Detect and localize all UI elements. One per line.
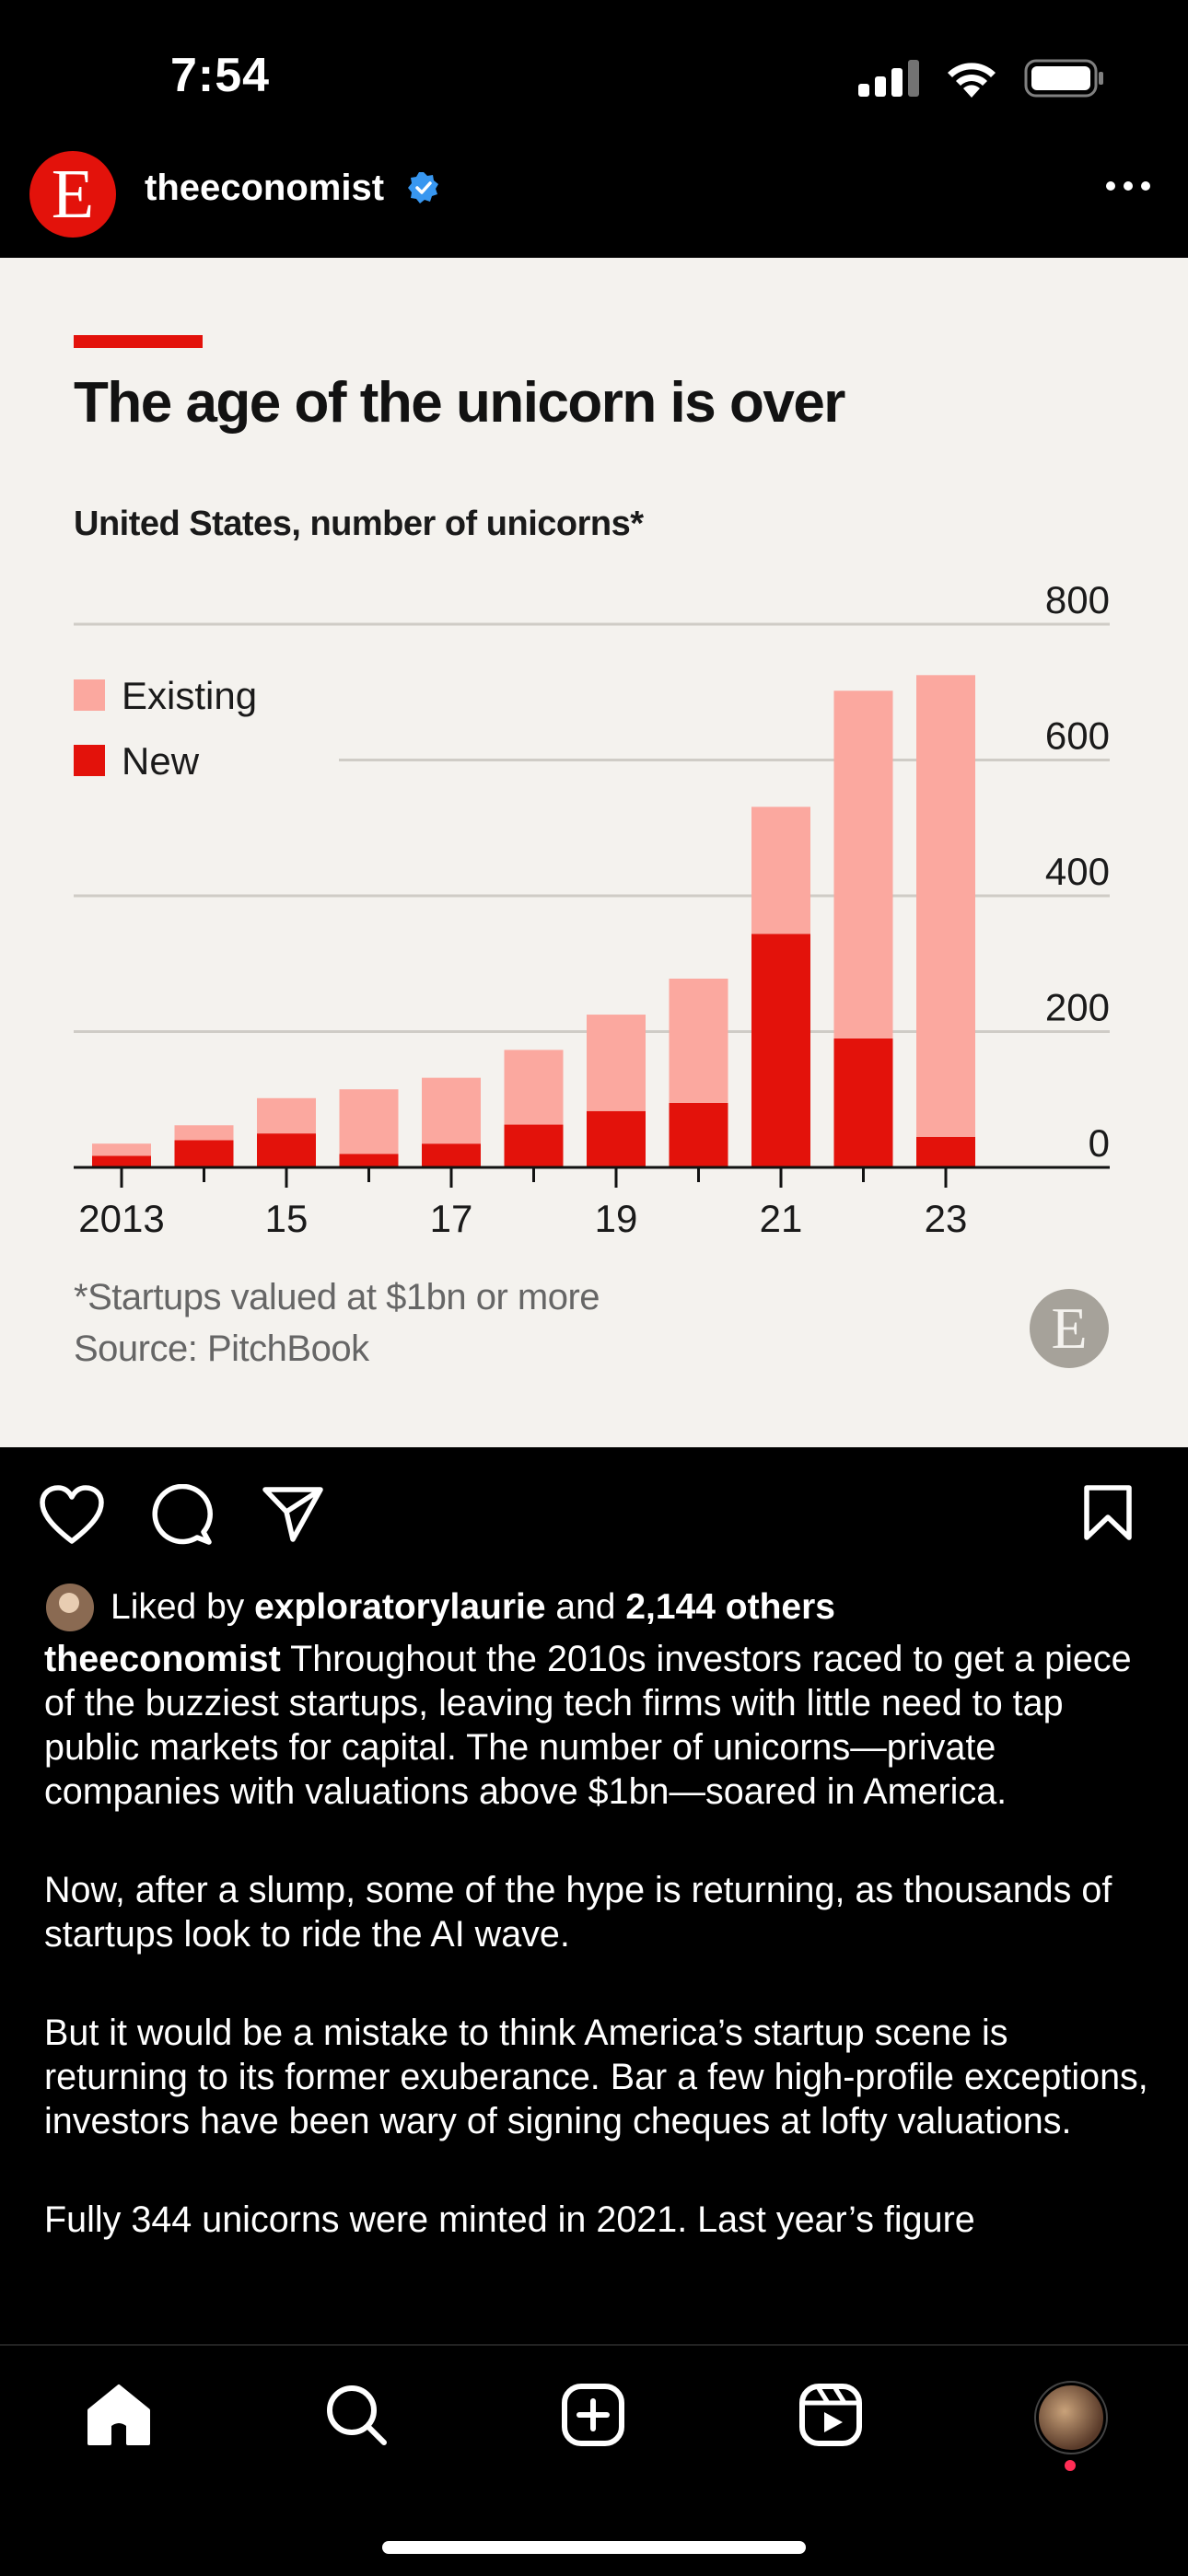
caption-author[interactable]: theeconomist (44, 1639, 281, 1679)
economist-logo: E (1030, 1289, 1109, 1368)
caption-paragraph-4: Fully 344 unicorns were minted in 2021. … (44, 2199, 975, 2240)
profile-tab[interactable] (1034, 2381, 1108, 2471)
bar-existing (751, 806, 810, 934)
bar-existing (92, 1143, 151, 1156)
likes-prefix: Liked by (111, 1587, 245, 1627)
account-avatar[interactable]: E (29, 151, 116, 238)
likes-summary[interactable]: Liked by exploratorylaurie and 2,144 oth… (44, 1582, 835, 1633)
bar-new (587, 1110, 646, 1167)
bar-existing (587, 1015, 646, 1111)
y-tick-label: 200 (1045, 986, 1110, 1029)
post-username[interactable]: theeconomist (145, 168, 385, 208)
post-caption: theeconomist Throughout the 2010s invest… (44, 1637, 1149, 2296)
status-time: 7:54 (170, 49, 271, 102)
bar-new (669, 1102, 728, 1167)
bar-new (174, 1140, 234, 1167)
home-icon[interactable] (86, 2383, 152, 2447)
bar-existing (422, 1077, 481, 1144)
cellular-signal-icon (858, 60, 919, 97)
home-indicator (382, 2541, 806, 2554)
chart-source: Source: PitchBook (74, 1329, 369, 1369)
x-tick-label: 21 (760, 1197, 803, 1240)
bar-new (339, 1154, 399, 1167)
reels-icon[interactable] (798, 2383, 863, 2447)
bar-existing (257, 1097, 316, 1134)
title-rule (74, 335, 203, 348)
likes-joiner: and (555, 1587, 616, 1627)
post-image-chart[interactable]: The age of the unicorn is over United St… (0, 258, 1188, 1447)
caption-paragraph-1: Throughout the 2010s investors raced to … (44, 1639, 1132, 1812)
comment-icon[interactable] (151, 1484, 214, 1547)
bar-existing (174, 1125, 234, 1141)
y-tick-label: 600 (1045, 714, 1110, 758)
search-icon[interactable] (324, 2383, 389, 2447)
bar-new (916, 1136, 975, 1167)
bar-new (257, 1133, 316, 1167)
liker-username[interactable]: exploratorylaurie (254, 1587, 546, 1627)
bar-existing (916, 675, 975, 1137)
bar-existing (339, 1089, 399, 1155)
bar-existing (504, 1050, 564, 1125)
bar-new (504, 1124, 564, 1167)
x-tick-label: 23 (925, 1197, 968, 1240)
legend-swatch (74, 679, 105, 711)
likes-count[interactable]: 2,144 others (625, 1587, 835, 1627)
post-header: E theeconomist (0, 147, 1188, 258)
status-icons (858, 59, 1105, 98)
post-actions (0, 1447, 1188, 1585)
caption-paragraph-3: But it would be a mistake to think Ameri… (44, 2013, 1148, 2141)
bar-existing (833, 690, 893, 1039)
chart-footnote: *Startups valued at $1bn or more (74, 1277, 600, 1317)
chart-subtitle: United States, number of unicorns* (74, 505, 644, 543)
x-tick-label: 19 (595, 1197, 638, 1240)
y-tick-label: 400 (1045, 850, 1110, 893)
stacked-bar-chart: 800 600 400 200 0 2013 15 17 19 21 23 Existing New (74, 578, 1110, 1240)
create-post-icon[interactable] (561, 2383, 625, 2447)
bar-existing (669, 978, 728, 1103)
more-options-icon[interactable] (1105, 180, 1151, 191)
legend-label: Existing (122, 674, 257, 717)
share-send-icon[interactable] (262, 1484, 324, 1543)
like-heart-icon[interactable] (39, 1484, 105, 1545)
x-tick-label: 2013 (78, 1197, 164, 1240)
wifi-icon (948, 63, 996, 98)
y-tick-label: 0 (1089, 1121, 1110, 1165)
chart-title: The age of the unicorn is over (74, 371, 845, 435)
bar-new (833, 1038, 893, 1167)
profile-avatar (1034, 2381, 1108, 2454)
bar-new (92, 1155, 151, 1167)
y-tick-label: 800 (1045, 578, 1110, 621)
legend-label: New (122, 739, 200, 783)
notification-dot (1065, 2460, 1076, 2471)
battery-icon (1024, 59, 1103, 98)
x-tick-label: 15 (265, 1197, 309, 1240)
status-bar: 7:54 (0, 0, 1188, 147)
liker-avatar (44, 1582, 96, 1633)
verified-badge-icon (408, 172, 438, 203)
bottom-tab-bar (0, 2344, 1188, 2576)
x-tick-label: 17 (430, 1197, 473, 1240)
legend-swatch (74, 745, 105, 776)
save-bookmark-icon[interactable] (1082, 1484, 1134, 1541)
caption-paragraph-2: Now, after a slump, some of the hype is … (44, 1870, 1112, 1955)
bar-new (751, 934, 810, 1167)
bar-new (422, 1143, 481, 1167)
